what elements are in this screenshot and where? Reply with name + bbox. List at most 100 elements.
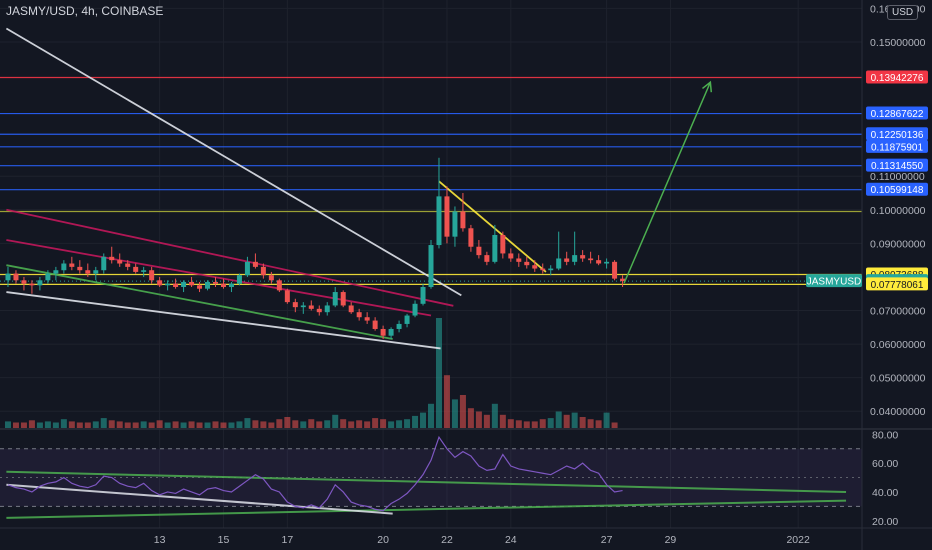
volume-bar [124, 422, 131, 428]
candle-body [412, 303, 418, 316]
candle-body [213, 281, 218, 284]
volume-bar [172, 421, 179, 428]
rsi-trendline [6, 499, 847, 519]
volume-bar [140, 421, 147, 428]
rsi-tick-label: 60.00 [872, 458, 898, 470]
volume-bar [276, 419, 283, 428]
time-tick-label: 24 [505, 534, 517, 546]
price-tick-label: 0.04000000 [870, 406, 926, 418]
volume-bar [236, 421, 243, 428]
candle-body [508, 253, 514, 259]
projection-arrow [623, 80, 713, 284]
candle-body [292, 302, 298, 308]
candle-body [228, 283, 234, 288]
candlesticks [5, 157, 626, 340]
candle-body [340, 292, 346, 306]
volume-bar [180, 422, 187, 428]
candle-body [268, 275, 274, 281]
candle-body [372, 320, 378, 329]
volume-bar [308, 419, 315, 428]
trendline [5, 27, 462, 297]
price-level-label: 0.07778061 [866, 277, 928, 291]
volume-bar [60, 419, 67, 428]
rsi-pane [0, 435, 862, 519]
volume-bar [555, 411, 562, 428]
volume-bar [252, 420, 259, 428]
volume-bar [324, 420, 331, 428]
volume-bar [539, 419, 546, 428]
volume-bar [563, 414, 570, 428]
price-level-label-text: 0.12250136 [871, 130, 924, 141]
price-tick-label: 0.15000000 [870, 37, 926, 49]
candle-body [181, 281, 187, 288]
rsi-trendline [6, 470, 847, 493]
volume-bar [300, 421, 307, 428]
price-level-label: 0.12250136 [866, 127, 928, 141]
price-level-label-bg [866, 127, 928, 141]
candle-body [380, 328, 386, 336]
trendline [6, 264, 393, 340]
candle-body [284, 290, 290, 303]
volume-bar [28, 420, 35, 428]
candle-body [540, 268, 546, 271]
candle-body [125, 263, 131, 267]
volume-bar [132, 422, 139, 428]
volume-bar [483, 414, 490, 428]
price-tick-label: 0.06000000 [870, 339, 926, 351]
price-level-label: 0.11314550 [866, 158, 928, 172]
volume-bar [332, 414, 339, 428]
volume-bar [459, 395, 466, 428]
trendlines [5, 27, 547, 350]
symbol-label: JASMYUSD [807, 277, 861, 288]
price-level-label: 0.10599148 [866, 182, 928, 196]
volume-bar [164, 422, 171, 428]
price-tick-label: 0.11000000 [870, 171, 925, 183]
candle-body [157, 280, 163, 286]
candle-body [460, 211, 466, 229]
trendline [438, 180, 547, 273]
price-level-label-text: 0.13942276 [871, 73, 924, 84]
time-tick-label: 20 [377, 534, 389, 546]
candle-body [252, 261, 258, 267]
volume-bar [196, 422, 203, 428]
volume-bar [547, 418, 554, 428]
candle-body [260, 266, 266, 276]
candle-body [444, 196, 450, 237]
price-level-label-bg [866, 182, 928, 196]
candle-body [476, 246, 482, 256]
volume-bar [348, 421, 355, 428]
time-tick-label: 13 [154, 534, 166, 546]
volume-bar [515, 420, 522, 428]
volume-bar [404, 419, 411, 428]
volume-bar [340, 419, 347, 428]
candle-body [173, 283, 179, 288]
symbol-label-bg [806, 274, 862, 288]
price-level-label: 0.13942276 [866, 70, 928, 84]
volume-bar [579, 417, 586, 428]
candle-body [141, 270, 147, 272]
candle-body [492, 234, 498, 262]
volume-bar [531, 421, 538, 428]
candle-body [197, 285, 203, 289]
candle-body [69, 263, 75, 267]
volume-bar [244, 418, 251, 428]
price-level-label-text: 0.11875901 [871, 142, 924, 153]
candle-body [604, 261, 610, 264]
volume-bar [92, 421, 99, 428]
price-level-label-text: 0.12867622 [871, 109, 924, 120]
candle-body [420, 287, 426, 304]
candle-body [300, 305, 306, 308]
volume-bar [475, 411, 482, 428]
candle-body [189, 281, 195, 286]
candle-body [556, 258, 562, 269]
candle-body [45, 273, 51, 281]
candle-body [276, 280, 282, 291]
volume-bar [388, 421, 395, 428]
trendline [6, 239, 432, 317]
volume-bar [84, 422, 91, 428]
candle-body [452, 211, 458, 237]
candle-body [37, 280, 43, 286]
currency-badge[interactable]: USD [887, 5, 919, 20]
rsi-trendline [6, 483, 393, 515]
price-level-label-bg [866, 158, 928, 172]
